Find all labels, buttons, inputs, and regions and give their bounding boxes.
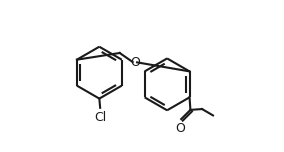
Text: O: O <box>175 122 185 135</box>
Text: O: O <box>130 56 140 69</box>
Text: Cl: Cl <box>94 111 106 124</box>
